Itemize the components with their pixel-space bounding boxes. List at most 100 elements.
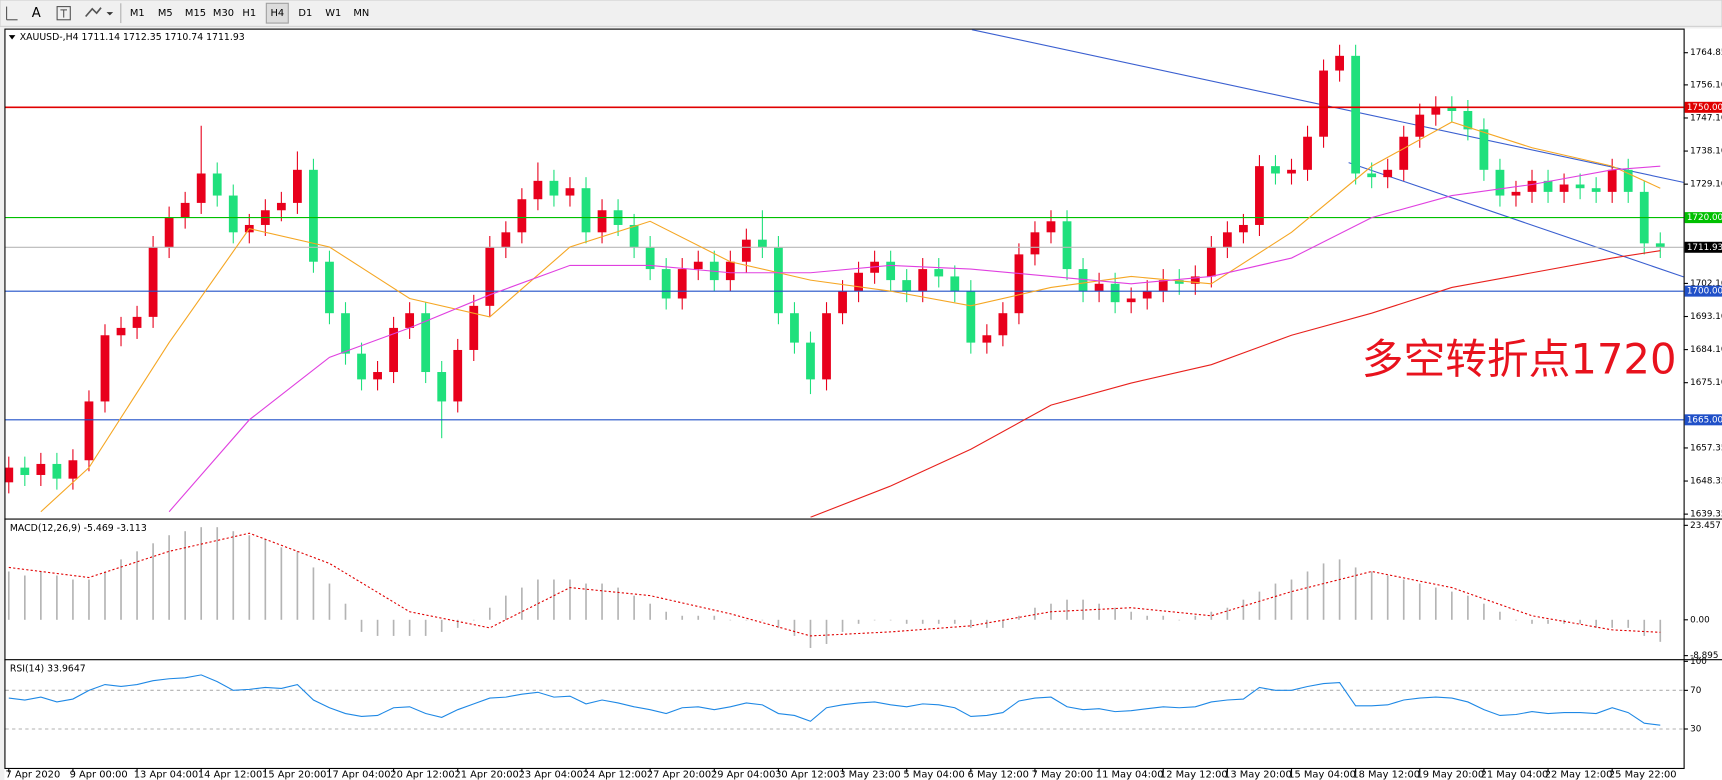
candle-body [1126,298,1136,303]
candles [5,44,1665,494]
candle-body [1527,180,1537,192]
candle-body [677,269,687,299]
macd-bar [1066,599,1068,620]
macd-bar [953,619,956,624]
macd-bar [1130,611,1132,620]
chart-bg [4,28,1722,780]
macd-signal [8,532,1661,637]
macd-bar [793,619,796,636]
candle-body [1591,188,1601,192]
panel-title: XAUUSD-,H4 1711.14 1712.35 1710.74 1711.… [20,32,245,43]
candle-body [501,232,511,248]
timeframe-label[interactable]: W1 [325,8,341,19]
candle-body [934,269,944,277]
candle-body [533,180,543,200]
macd-bar [1194,615,1197,620]
macd-bar [1499,611,1501,620]
macd-bar [1643,619,1646,636]
candle-body [822,313,831,380]
symbol-menu-arrow[interactable] [8,35,16,40]
macd-bar [200,527,203,620]
candle-body [453,349,463,402]
y-tick-label: 70 [1690,686,1701,696]
candle-body [1447,107,1457,111]
macd-bar [1290,579,1293,620]
macd-bar [1483,603,1485,620]
candle-body [950,276,960,292]
macd-bar [104,571,106,620]
macd-bar [1611,619,1614,628]
macd-bar [1146,615,1149,620]
macd-bar [136,551,138,620]
macd-bar [1322,563,1325,620]
text-tool[interactable]: A [32,6,41,21]
timeframe-label[interactable]: M15 [185,8,206,19]
chart-frame [4,28,1685,770]
macd-bar [729,619,732,621]
cursor-tool[interactable] [2,3,22,23]
candle-body [293,169,302,203]
candle-body [886,261,896,281]
label-tool[interactable] [56,6,71,21]
candle-body [1158,280,1168,292]
level-price-label: 1665.00 [1687,415,1722,425]
macd-bar [1627,619,1630,628]
macd-bar [1002,619,1004,628]
y-tick-label: 1747.10 [1690,113,1722,123]
macd-bar [440,619,443,632]
timeframe-button[interactable] [265,2,289,24]
candle-body [389,327,398,373]
timeframe-label[interactable]: D1 [298,8,312,19]
macd-bar [713,615,716,620]
candle-body [1222,232,1232,248]
candle-body [1479,129,1489,170]
macd-bar [873,619,876,621]
candle-body [1287,169,1296,174]
candle-body [325,261,334,314]
candle-body [405,313,415,328]
macd-bar [986,619,988,628]
timeframe-label[interactable]: M5 [158,8,173,19]
macd-bar [969,619,972,628]
timeframe-label[interactable]: M1 [130,8,145,19]
candle-body [1078,269,1088,292]
plot-layer: 1764.85 1756.10 1747.10 1738.10 1729.10 1702.… [5,32,1722,780]
candle-body [1415,114,1425,137]
macd-bar [40,571,42,620]
macd-bar [569,579,571,620]
timeframe-label[interactable]: MN [353,8,369,19]
macd-bar [1018,615,1020,620]
shapes-tool[interactable] [85,7,114,18]
macd-bar [665,611,668,620]
moving-average [810,250,1661,518]
timeframe-label[interactable]: M30 [213,8,234,19]
timeframe-label[interactable]: H1 [242,8,256,19]
macd-bar [312,567,315,620]
candle-body [1367,173,1377,178]
macd-bar [216,527,219,620]
annotation: 多空转折点1720 [1362,335,1677,384]
y-tick-label: 1684.10 [1690,345,1722,355]
candle-body [36,463,46,475]
rsi-line [8,674,1661,726]
x-tick-label: 7 May 20:00 [1032,770,1093,780]
x-tick-label: 24 Apr 12:00 [583,770,647,780]
candle-body [1174,280,1184,284]
candle-body [116,327,126,336]
x-tick-label: 18 May 12:00 [1352,770,1420,780]
candle-body [357,353,366,380]
x-tick-label: 14 Apr 12:00 [198,770,262,780]
candle-body [1575,184,1585,189]
candle-body [1463,110,1473,130]
macd-bar [88,579,90,620]
timeframe-label[interactable]: H4 [270,8,284,19]
macd-bar [1114,607,1116,620]
candle-body [1030,232,1040,255]
x-tick-label: 22 May 12:00 [1545,770,1613,780]
candle-body [1014,254,1024,314]
macd-bar [1082,599,1084,620]
macd-bar [1178,619,1181,621]
macd-bar [553,579,555,620]
candle-body [1046,221,1056,233]
